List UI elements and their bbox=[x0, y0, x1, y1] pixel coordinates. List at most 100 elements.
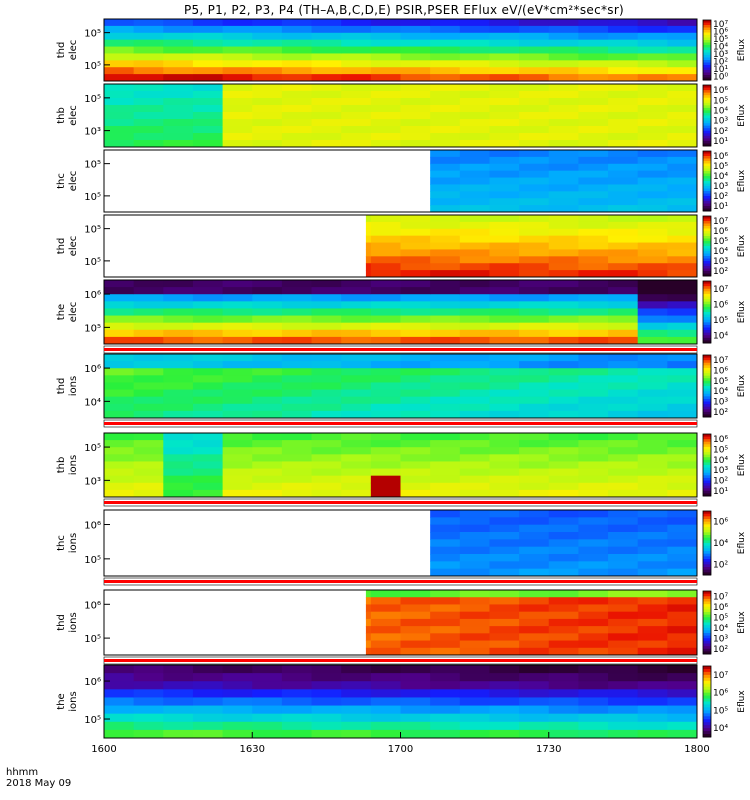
heatmap-cell bbox=[519, 215, 550, 223]
heatmap-cell bbox=[400, 126, 431, 134]
colorbar-segment bbox=[703, 355, 711, 359]
x-tick-label: 1630 bbox=[240, 744, 265, 755]
heatmap-cell bbox=[370, 249, 401, 257]
heatmap-cell bbox=[637, 119, 668, 127]
heatmap-cell bbox=[667, 67, 698, 75]
colorbar-tick-label: 10³ bbox=[713, 398, 728, 408]
heatmap-cell bbox=[311, 468, 342, 477]
heatmap-cell bbox=[252, 46, 283, 54]
heatmap-cell bbox=[459, 301, 490, 309]
heatmap-cell bbox=[252, 32, 283, 41]
colorbar-segment bbox=[703, 301, 711, 305]
heatmap-cell bbox=[637, 315, 668, 324]
y-tick-label: 10⁵ bbox=[84, 160, 101, 171]
heatmap-cell bbox=[459, 294, 490, 302]
heatmap-cell bbox=[459, 329, 490, 338]
heatmap-cell bbox=[608, 191, 639, 199]
heatmap-cell bbox=[104, 140, 135, 148]
colorbar-label: Eflux bbox=[737, 38, 747, 61]
colorbar-segment bbox=[703, 406, 711, 410]
heatmap-cell bbox=[548, 697, 579, 707]
heatmap-cell bbox=[370, 482, 401, 491]
heatmap-cell bbox=[430, 410, 461, 419]
heatmap-cell bbox=[365, 235, 372, 244]
heatmap-cell bbox=[252, 91, 283, 99]
heatmap-cell bbox=[519, 46, 550, 54]
heatmap-cell bbox=[489, 665, 520, 674]
heatmap-cell bbox=[519, 524, 550, 533]
heatmap-cell bbox=[163, 689, 194, 698]
heatmap-cell bbox=[608, 375, 639, 383]
heatmap-cell bbox=[400, 489, 431, 498]
heatmap-cell bbox=[578, 205, 609, 213]
heatmap-cell bbox=[400, 308, 431, 317]
heatmap-cell bbox=[548, 112, 579, 120]
heatmap-cell bbox=[163, 74, 194, 82]
heatmap-cell bbox=[252, 336, 283, 345]
colorbar-segment bbox=[703, 728, 711, 732]
colorbar-segment bbox=[703, 452, 711, 456]
y-tick-label: 10⁶ bbox=[84, 364, 101, 375]
heatmap-cell bbox=[192, 25, 224, 34]
heatmap-cell bbox=[548, 315, 579, 324]
colorbar-frame bbox=[702, 84, 712, 147]
heatmap-cell bbox=[430, 597, 461, 605]
colorbar-segment bbox=[703, 72, 711, 76]
heatmap-cell bbox=[548, 382, 579, 391]
heatmap-cell bbox=[578, 554, 609, 562]
heatmap-cell bbox=[608, 280, 639, 288]
heatmap-cell bbox=[459, 568, 490, 577]
heatmap-cell bbox=[578, 440, 609, 448]
heatmap-cell bbox=[222, 301, 253, 309]
heatmap-cell bbox=[133, 375, 164, 383]
heatmap-cell bbox=[281, 721, 313, 731]
heatmap-cell bbox=[578, 46, 609, 54]
heatmap-cell bbox=[667, 433, 698, 441]
heatmap-cell bbox=[400, 689, 431, 698]
heatmap-cell bbox=[311, 705, 342, 715]
heatmap-cell bbox=[608, 336, 639, 345]
heatmap-cell bbox=[519, 705, 550, 715]
colorbar-segment bbox=[703, 459, 711, 463]
colorbar-segment bbox=[703, 90, 711, 94]
heatmap-cell bbox=[311, 433, 342, 441]
heatmap-cell bbox=[548, 163, 579, 172]
heatmap-cell bbox=[608, 461, 639, 470]
heatmap-cell bbox=[192, 433, 224, 441]
colorbar-tick-label: 10⁵ bbox=[713, 237, 728, 247]
heatmap-cell bbox=[548, 546, 579, 555]
heatmap-cell bbox=[133, 336, 164, 345]
heatmap-cell bbox=[459, 242, 490, 250]
heatmap-cell bbox=[430, 389, 461, 398]
colorbar-segment bbox=[703, 236, 711, 239]
heatmap-cell bbox=[192, 354, 224, 362]
heatmap-cell bbox=[104, 126, 135, 134]
heatmap-cell bbox=[667, 221, 698, 230]
heatmap-cell bbox=[548, 126, 579, 134]
colorbar-tick-label: 10⁶ bbox=[713, 227, 728, 237]
heatmap-cell bbox=[459, 539, 490, 548]
heatmap-cell bbox=[341, 396, 372, 405]
heatmap-cell bbox=[370, 221, 401, 230]
heatmap-cell bbox=[252, 39, 283, 48]
colorbar-segment bbox=[703, 231, 711, 234]
heatmap-cell bbox=[104, 382, 135, 391]
heatmap-cell bbox=[341, 140, 372, 148]
heatmap-cell bbox=[252, 389, 283, 398]
heatmap-cell bbox=[104, 489, 135, 498]
heatmap-cell bbox=[578, 301, 609, 309]
heatmap-cell bbox=[578, 256, 609, 264]
colorbar-segment bbox=[703, 125, 711, 129]
heatmap-cell bbox=[133, 468, 164, 477]
heatmap-cell bbox=[311, 489, 342, 498]
panel-frame bbox=[103, 83, 698, 148]
heatmap-cell bbox=[104, 389, 135, 398]
heatmap-cell bbox=[667, 597, 698, 605]
heatmap-cell bbox=[637, 242, 668, 250]
heatmap-cell bbox=[400, 647, 431, 656]
heatmap-cell bbox=[667, 249, 698, 257]
heatmap-cell bbox=[637, 354, 668, 362]
heatmap-cell bbox=[519, 322, 550, 331]
heatmap-cell bbox=[489, 184, 520, 192]
heatmap-cell bbox=[192, 280, 224, 288]
